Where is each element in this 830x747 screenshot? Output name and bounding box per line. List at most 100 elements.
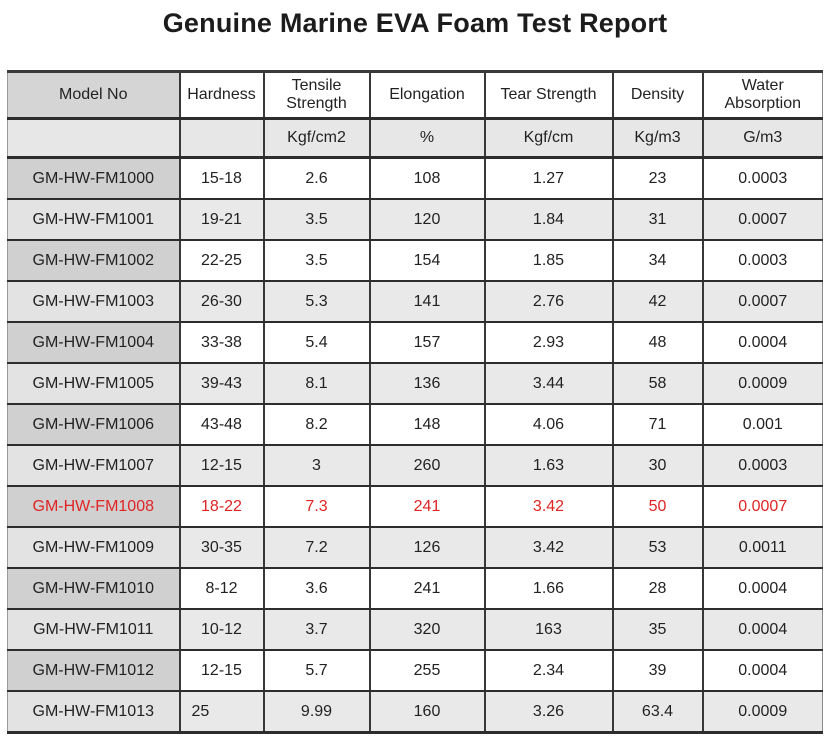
unit-cell-tear-strength: Kgf/cm [483,117,614,160]
unit-cell-hardness [178,117,265,160]
cell-hardness: 43-48 [178,403,265,447]
cell-density: 39 [611,649,704,693]
cell-tensile-strength: 3 [262,444,371,488]
table-row: GM-HW-FM1007 12-15 3 260 1.63 30 0.0003 [7,444,823,488]
cell-density: 35 [611,608,704,652]
cell-density: 28 [611,567,704,611]
test-report-table: Model No Hardness Tensile Strength Elong… [7,70,823,735]
cell-tensile-strength: 5.7 [262,649,371,693]
cell-elongation: 126 [368,526,486,570]
cell-tear-strength: 3.26 [483,690,614,735]
cell-model-no: GM-HW-FM1008 [7,485,181,529]
cell-tensile-strength: 5.4 [262,321,371,365]
table-header: Model No Hardness Tensile Strength Elong… [7,70,823,160]
units-row: Kgf/cm2 % Kgf/cm Kg/m3 G/m3 [7,117,823,160]
table-row: GM-HW-FM1012 12-15 5.7 255 2.34 39 0.000… [7,649,823,693]
cell-hardness: 25 [178,690,265,735]
cell-density: 53 [611,526,704,570]
cell-water-absorption: 0.0007 [701,485,823,529]
cell-hardness: 33-38 [178,321,265,365]
cell-elongation: 320 [368,608,486,652]
table-row: GM-HW-FM1001 19-21 3.5 120 1.84 31 0.000… [7,198,823,242]
cell-tensile-strength: 8.1 [262,362,371,406]
cell-elongation: 160 [368,690,486,735]
column-header-elongation: Elongation [368,70,486,121]
cell-tensile-strength: 3.5 [262,198,371,242]
cell-elongation: 154 [368,239,486,283]
cell-hardness: 10-12 [178,608,265,652]
cell-hardness: 26-30 [178,280,265,324]
cell-hardness: 19-21 [178,198,265,242]
unit-cell-model-no [7,117,181,160]
cell-model-no: GM-HW-FM1009 [7,526,181,570]
cell-tensile-strength: 7.2 [262,526,371,570]
cell-hardness: 12-15 [178,444,265,488]
cell-tensile-strength: 3.7 [262,608,371,652]
cell-tear-strength: 2.76 [483,280,614,324]
cell-model-no: GM-HW-FM1010 [7,567,181,611]
cell-water-absorption: 0.0007 [701,198,823,242]
table-row: GM-HW-FM1000 15-18 2.6 108 1.27 23 0.000… [7,156,823,201]
table-row: GM-HW-FM1006 43-48 8.2 148 4.06 71 0.001 [7,403,823,447]
cell-elongation: 260 [368,444,486,488]
cell-water-absorption: 0.0011 [701,526,823,570]
cell-hardness: 18-22 [178,485,265,529]
cell-hardness: 8-12 [178,567,265,611]
table-body: GM-HW-FM1000 15-18 2.6 108 1.27 23 0.000… [7,156,823,735]
cell-elongation: 148 [368,403,486,447]
column-header-model-no: Model No [7,70,181,121]
cell-tear-strength: 4.06 [483,403,614,447]
table-row: GM-HW-FM1002 22-25 3.5 154 1.85 34 0.000… [7,239,823,283]
cell-elongation: 136 [368,362,486,406]
cell-tear-strength: 1.27 [483,156,614,201]
column-header-tensile-strength: Tensile Strength [262,70,371,121]
cell-hardness: 39-43 [178,362,265,406]
cell-water-absorption: 0.0003 [701,156,823,201]
column-header-row: Model No Hardness Tensile Strength Elong… [7,70,823,121]
cell-elongation: 255 [368,649,486,693]
cell-model-no: GM-HW-FM1006 [7,403,181,447]
cell-density: 63.4 [611,690,704,735]
cell-water-absorption: 0.0004 [701,321,823,365]
report-title: Genuine Marine EVA Foam Test Report [162,8,668,38]
cell-tear-strength: 3.42 [483,485,614,529]
table-row: GM-HW-FM1004 33-38 5.4 157 2.93 48 0.000… [7,321,823,365]
cell-density: 42 [611,280,704,324]
unit-cell-density: Kg/m3 [611,117,704,160]
unit-cell-elongation: % [368,117,486,160]
cell-tensile-strength: 7.3 [262,485,371,529]
cell-density: 48 [611,321,704,365]
cell-tear-strength: 2.34 [483,649,614,693]
cell-model-no: GM-HW-FM1003 [7,280,181,324]
cell-model-no: GM-HW-FM1011 [7,608,181,652]
cell-model-no: GM-HW-FM1005 [7,362,181,406]
cell-density: 50 [611,485,704,529]
cell-elongation: 157 [368,321,486,365]
table-row: GM-HW-FM1011 10-12 3.7 320 163 35 0.0004 [7,608,823,652]
cell-model-no: GM-HW-FM1004 [7,321,181,365]
cell-tear-strength: 163 [483,608,614,652]
cell-water-absorption: 0.0003 [701,239,823,283]
cell-tear-strength: 3.42 [483,526,614,570]
table-row: GM-HW-FM1005 39-43 8.1 136 3.44 58 0.000… [7,362,823,406]
table-row: GM-HW-FM1008 18-22 7.3 241 3.42 50 0.000… [7,485,823,529]
cell-water-absorption: 0.0004 [701,608,823,652]
cell-elongation: 108 [368,156,486,201]
cell-tear-strength: 1.85 [483,239,614,283]
cell-tensile-strength: 8.2 [262,403,371,447]
cell-elongation: 241 [368,567,486,611]
table-row: GM-HW-FM1009 30-35 7.2 126 3.42 53 0.001… [7,526,823,570]
table-row: GM-HW-FM1003 26-30 5.3 141 2.76 42 0.000… [7,280,823,324]
cell-tensile-strength: 2.6 [262,156,371,201]
cell-tear-strength: 2.93 [483,321,614,365]
cell-elongation: 241 [368,485,486,529]
column-header-hardness: Hardness [178,70,265,121]
cell-model-no: GM-HW-FM1013 [7,690,181,735]
unit-cell-water-absorption: G/m3 [701,117,823,160]
cell-model-no: GM-HW-FM1007 [7,444,181,488]
cell-density: 34 [611,239,704,283]
column-header-tear-strength: Tear Strength [483,70,614,121]
cell-elongation: 120 [368,198,486,242]
cell-tear-strength: 3.44 [483,362,614,406]
